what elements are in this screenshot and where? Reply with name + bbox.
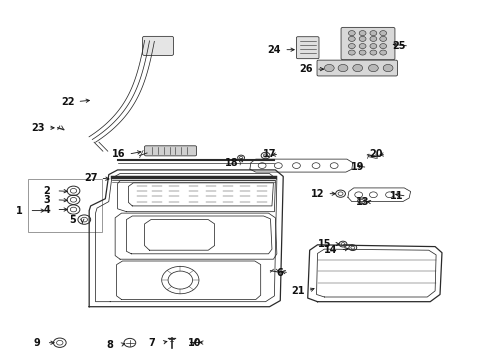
Text: 19: 19 bbox=[351, 162, 365, 172]
Text: 12: 12 bbox=[311, 189, 324, 199]
FancyBboxPatch shape bbox=[143, 36, 173, 55]
Text: 26: 26 bbox=[299, 64, 313, 74]
Circle shape bbox=[359, 31, 366, 36]
Text: 9: 9 bbox=[33, 338, 40, 348]
FancyBboxPatch shape bbox=[145, 146, 196, 156]
Text: 23: 23 bbox=[31, 123, 45, 133]
Text: 3: 3 bbox=[43, 195, 50, 205]
Text: 27: 27 bbox=[84, 173, 98, 183]
Bar bbox=[28, 179, 102, 232]
Circle shape bbox=[370, 36, 377, 41]
Text: 10: 10 bbox=[188, 338, 202, 348]
Text: 1: 1 bbox=[16, 206, 23, 216]
Circle shape bbox=[370, 31, 377, 36]
Circle shape bbox=[383, 64, 393, 72]
Text: 4: 4 bbox=[43, 204, 50, 215]
Text: 13: 13 bbox=[356, 197, 369, 207]
Circle shape bbox=[380, 44, 387, 49]
Text: 20: 20 bbox=[369, 149, 383, 159]
Circle shape bbox=[348, 50, 355, 55]
Circle shape bbox=[324, 64, 334, 72]
FancyBboxPatch shape bbox=[341, 27, 395, 60]
Circle shape bbox=[353, 64, 363, 72]
Circle shape bbox=[359, 44, 366, 49]
Circle shape bbox=[348, 36, 355, 41]
Text: 8: 8 bbox=[107, 340, 114, 350]
Circle shape bbox=[380, 50, 387, 55]
Text: 11: 11 bbox=[390, 191, 404, 201]
Circle shape bbox=[359, 36, 366, 41]
Circle shape bbox=[380, 31, 387, 36]
Text: 18: 18 bbox=[224, 158, 238, 168]
Text: 6: 6 bbox=[276, 268, 283, 278]
Circle shape bbox=[359, 50, 366, 55]
FancyBboxPatch shape bbox=[296, 37, 319, 59]
Text: 17: 17 bbox=[263, 149, 276, 159]
Text: 15: 15 bbox=[318, 239, 331, 249]
Circle shape bbox=[338, 64, 348, 72]
Text: 14: 14 bbox=[324, 245, 338, 255]
Text: 2: 2 bbox=[43, 186, 50, 196]
Circle shape bbox=[368, 64, 378, 72]
Text: 21: 21 bbox=[291, 286, 305, 296]
Circle shape bbox=[370, 50, 377, 55]
Text: 7: 7 bbox=[148, 338, 155, 348]
Text: 16: 16 bbox=[112, 149, 125, 159]
Text: 24: 24 bbox=[268, 45, 281, 55]
Text: 5: 5 bbox=[69, 215, 76, 225]
Circle shape bbox=[348, 44, 355, 49]
Text: 25: 25 bbox=[392, 41, 406, 51]
Circle shape bbox=[380, 36, 387, 41]
Text: 22: 22 bbox=[61, 96, 74, 107]
FancyBboxPatch shape bbox=[317, 60, 397, 76]
Circle shape bbox=[370, 44, 377, 49]
Circle shape bbox=[348, 31, 355, 36]
